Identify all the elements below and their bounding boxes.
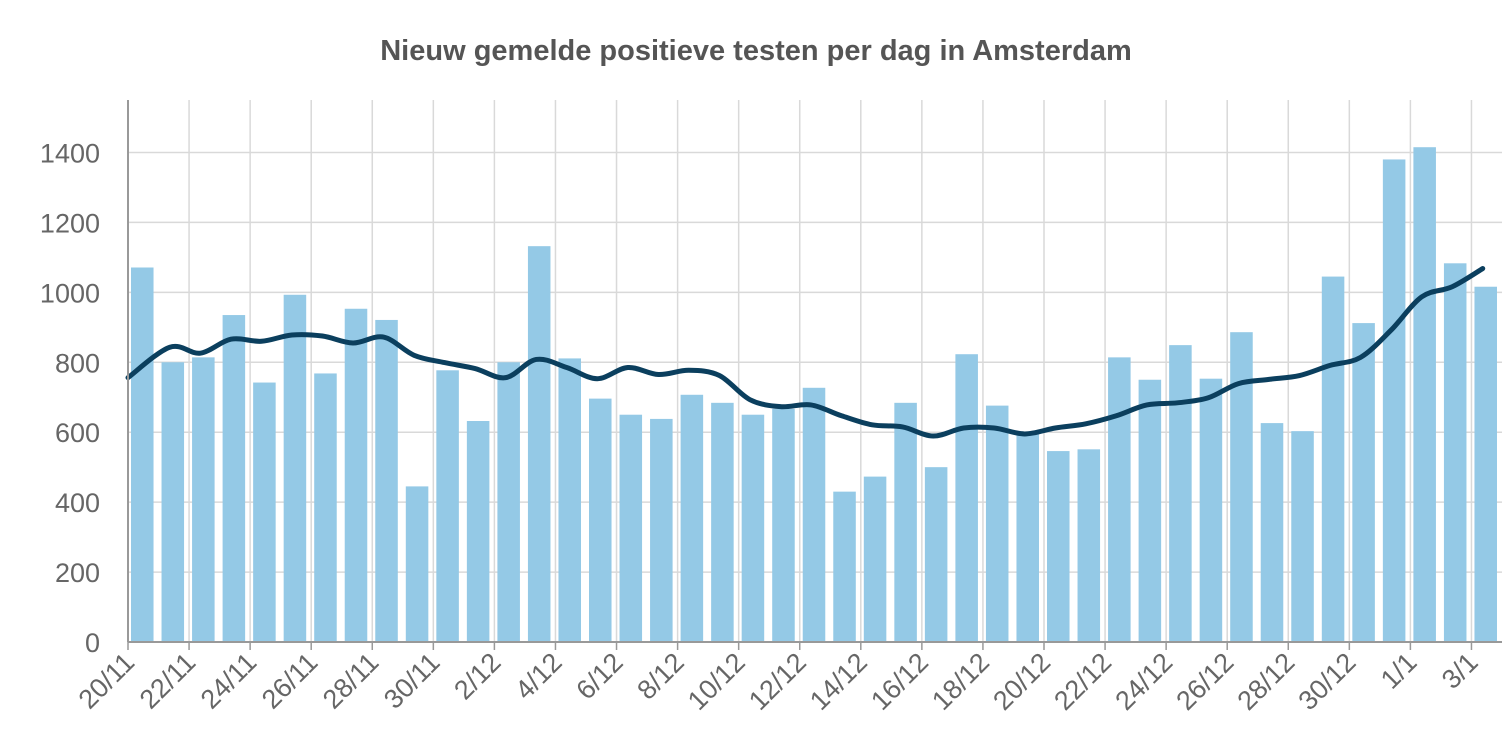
bar-26/12: [1230, 332, 1253, 642]
y-tick-label: 800: [55, 348, 100, 378]
bar-13/12: [833, 491, 856, 642]
x-tick-label: 8/12: [631, 647, 689, 705]
x-tick-label: 24/12: [1109, 647, 1178, 716]
bar-30/12: [1352, 323, 1375, 642]
bar-6/12: [619, 414, 643, 642]
bar-7/12: [650, 418, 673, 642]
x-tick-label: 26/11: [256, 647, 324, 715]
bar-20/11: [131, 267, 154, 642]
average-line-series: [125, 266, 1486, 439]
x-tick-label: 1/1: [1375, 647, 1423, 695]
bar-27/11: [344, 308, 368, 642]
bar-19/12: [1016, 432, 1039, 642]
bar-28/12: [1291, 431, 1314, 642]
bar-9/12: [711, 402, 734, 642]
bar-17/12: [955, 354, 978, 642]
bar-30/11: [436, 370, 459, 642]
bar-series: [131, 147, 1497, 642]
bar-29/11: [405, 486, 429, 642]
bar-1/12: [466, 421, 490, 642]
x-tick-label: 28/11: [317, 647, 385, 715]
chart-title: Nieuw gemelde positieve testen per dag i…: [380, 35, 1132, 67]
bar-12/12: [802, 387, 826, 642]
y-tick-label: 400: [55, 488, 100, 518]
x-tick-label: 22/11: [134, 647, 202, 715]
x-tick-label: 20/11: [73, 647, 141, 715]
x-tick-label: 3/1: [1436, 647, 1484, 695]
y-tick-label: 1200: [40, 208, 100, 238]
bar-24/12: [1169, 345, 1192, 642]
x-tick-label: 20/12: [987, 647, 1056, 716]
bar-29/12: [1321, 276, 1345, 642]
x-tick-label: 2/12: [448, 647, 506, 705]
x-tick-label: 16/12: [865, 647, 934, 716]
bar-3/1: [1474, 286, 1497, 642]
x-tick-label: 24/11: [195, 647, 263, 715]
bar-8/12: [680, 394, 704, 642]
bar-21/12: [1077, 449, 1101, 642]
bar-15/12: [894, 402, 917, 642]
bar-23/12: [1138, 379, 1162, 642]
x-tick-label: 12/12: [743, 647, 812, 716]
bar-5/12: [589, 398, 612, 642]
y-tick-label: 1400: [40, 138, 100, 168]
bar-31/12: [1382, 159, 1406, 642]
bar-3/12: [527, 246, 551, 642]
bar-2/1: [1443, 263, 1467, 642]
bar-4/12: [558, 358, 581, 642]
bar-20/12: [1047, 451, 1070, 642]
bar-10/12: [741, 414, 765, 642]
bar-22/12: [1108, 357, 1131, 642]
bar-24/11: [253, 382, 276, 642]
x-tick-label: 10/12: [682, 647, 751, 716]
bar-23/11: [222, 315, 246, 642]
x-tick-label: 6/12: [570, 647, 628, 705]
y-tick-label: 200: [55, 558, 100, 588]
bar-18/12: [985, 405, 1009, 642]
bar-22/11: [192, 357, 215, 642]
x-tick-label: 4/12: [509, 647, 567, 705]
x-tick-label: 18/12: [926, 647, 995, 716]
bar-1/1: [1413, 147, 1436, 642]
bar-25/11: [283, 294, 307, 642]
bar-27/12: [1260, 423, 1284, 642]
x-tick-label: 28/12: [1232, 647, 1301, 716]
bar-16/12: [924, 467, 948, 642]
y-tick-label: 0: [85, 628, 100, 658]
x-tick-label: 26/12: [1170, 647, 1239, 716]
bar-14/12: [863, 476, 887, 642]
bar-25/12: [1199, 378, 1223, 642]
x-tick-label: 22/12: [1048, 647, 1117, 716]
x-tick-label: 30/11: [378, 647, 446, 715]
bar-11/12: [772, 408, 795, 642]
gridlines: [128, 100, 1502, 642]
x-tick-label: 30/12: [1293, 647, 1362, 716]
y-tick-label: 1000: [40, 278, 100, 308]
x-tick-label: 14/12: [804, 647, 873, 716]
bar-21/11: [161, 362, 185, 642]
bar-28/11: [375, 319, 398, 642]
bar-26/11: [314, 373, 337, 642]
y-tick-label: 600: [55, 418, 100, 448]
bar-2/12: [497, 362, 520, 642]
